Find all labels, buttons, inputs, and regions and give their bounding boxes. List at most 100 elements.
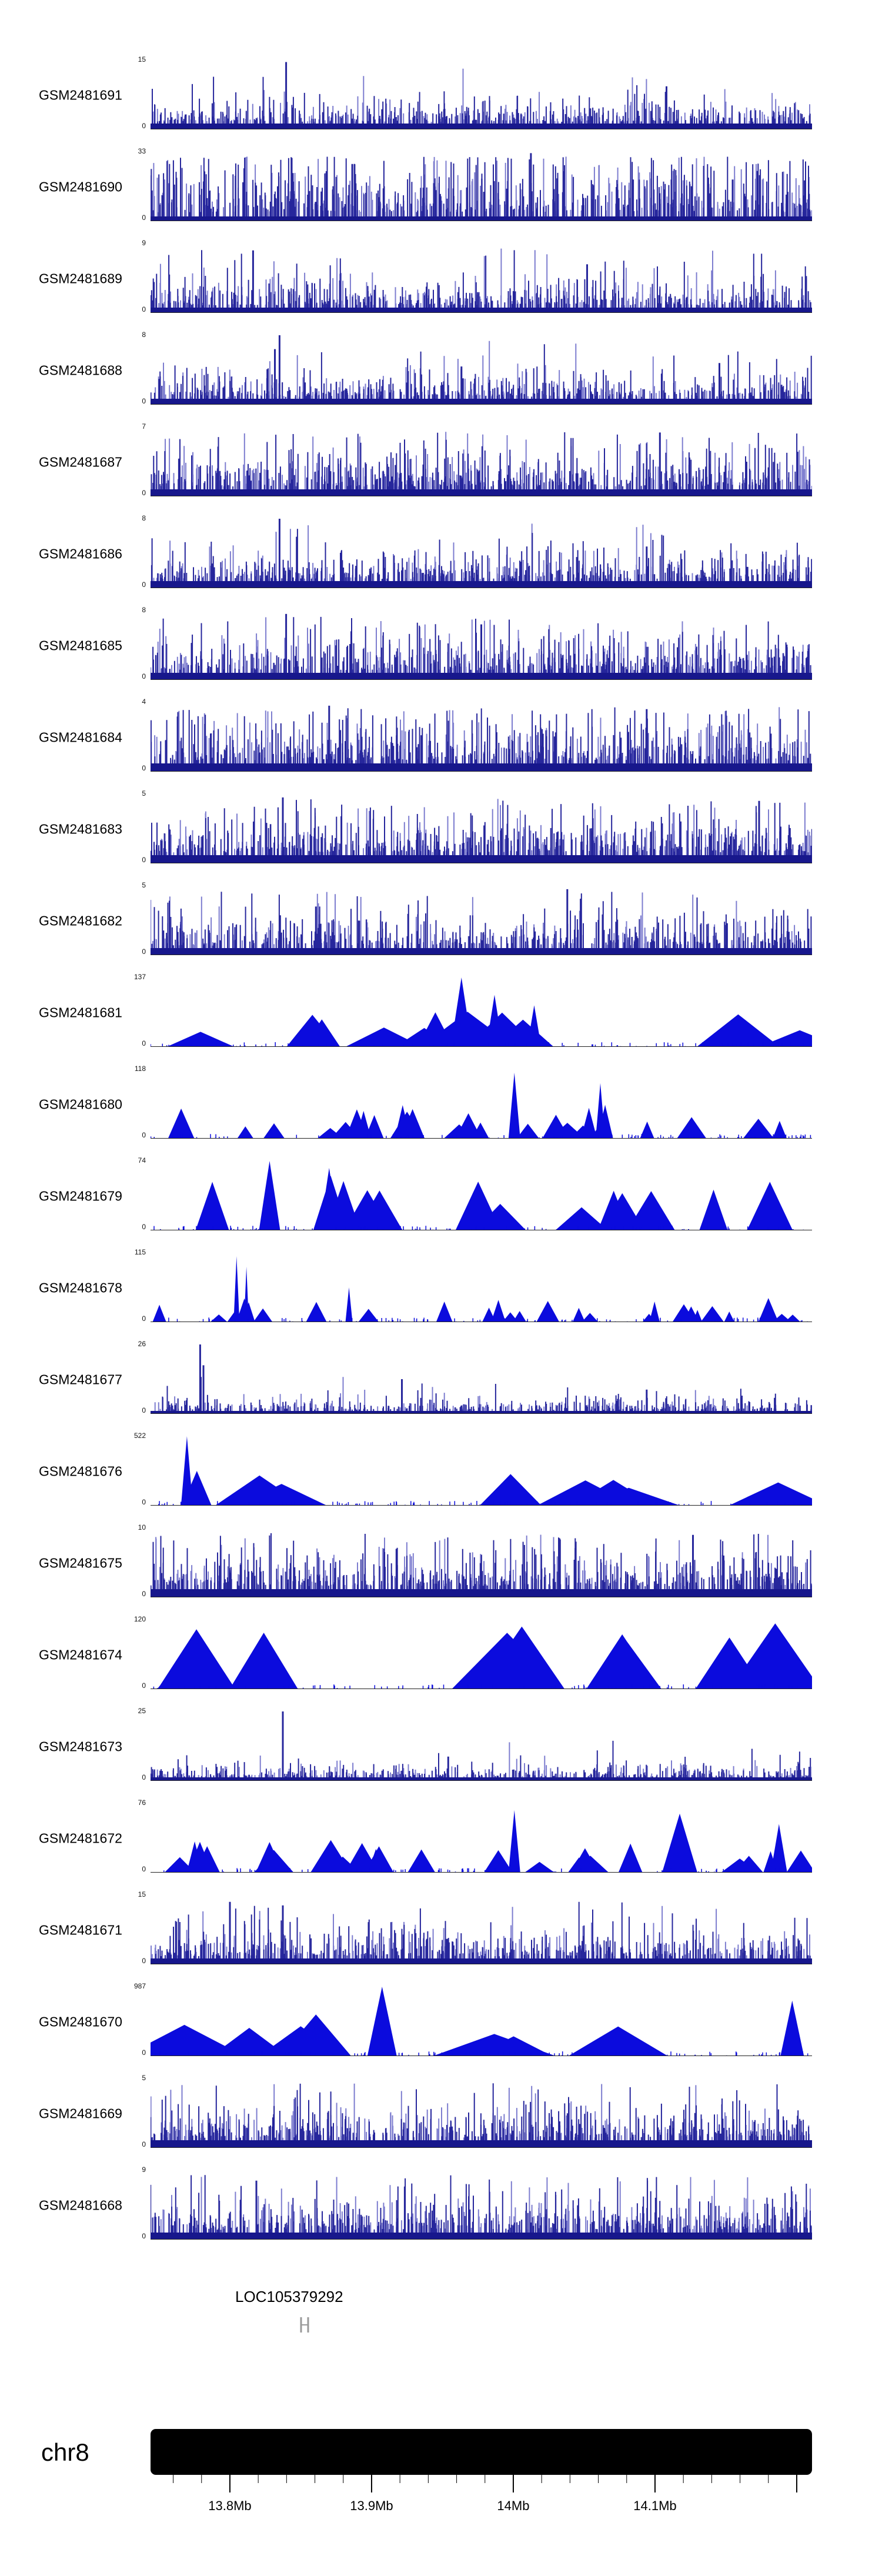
track-signal[interactable] — [151, 794, 812, 863]
track-row: GSM2481685 8 0 — [0, 600, 882, 692]
track-row: GSM2481684 4 0 — [0, 692, 882, 783]
track-signal[interactable] — [151, 1895, 812, 1964]
track-label: GSM2481676 — [39, 1463, 122, 1479]
track-ymax-label: 8 — [142, 606, 146, 614]
track-signal[interactable] — [151, 1711, 812, 1781]
track-row: GSM2481683 5 0 — [0, 783, 882, 875]
track-ymax-label: 15 — [138, 1890, 146, 1898]
track-ymax-label: 7 — [142, 422, 146, 431]
track-ymin-label: 0 — [142, 580, 146, 589]
track-ymin-label: 0 — [142, 1406, 146, 1414]
track-row: GSM2481681 137 0 — [0, 967, 882, 1059]
gene-label: LOC105379292 — [235, 2288, 343, 2305]
track-label: GSM2481669 — [39, 2105, 122, 2121]
track-signal[interactable] — [151, 1069, 812, 1139]
track-ymax-label: 74 — [138, 1156, 146, 1164]
axis-tick-label: 14.1Mb — [633, 2498, 676, 2513]
axis-tick-label: 13.9Mb — [350, 2498, 393, 2513]
track-ymin-label: 0 — [142, 489, 146, 497]
track-ymin-label: 0 — [142, 1681, 146, 1690]
track-signal[interactable] — [151, 977, 812, 1047]
track-label: GSM2481682 — [39, 913, 122, 929]
track-row: GSM2481668 9 0 — [0, 2160, 882, 2251]
track-label: GSM2481680 — [39, 1096, 122, 1112]
track-ymin-label: 0 — [142, 1865, 146, 1873]
track-signal[interactable] — [151, 335, 812, 405]
track-signal[interactable] — [151, 610, 812, 680]
track-signal[interactable] — [151, 152, 812, 221]
track-row: GSM2481690 33 0 — [0, 141, 882, 233]
track-ymin-label: 0 — [142, 947, 146, 956]
track-row: GSM2481689 9 0 — [0, 233, 882, 325]
track-ymin-label: 0 — [142, 213, 146, 222]
track-row: GSM2481679 74 0 — [0, 1150, 882, 1242]
track-row: GSM2481669 5 0 — [0, 2068, 882, 2160]
track-label: GSM2481688 — [39, 362, 122, 378]
track-row: GSM2481673 25 0 — [0, 1701, 882, 1793]
track-label: GSM2481671 — [39, 1922, 122, 1938]
track-ymax-label: 15 — [138, 55, 146, 64]
track-row: GSM2481676 522 0 — [0, 1426, 882, 1517]
track-ymax-label: 118 — [134, 1065, 146, 1073]
track-ymax-label: 8 — [142, 331, 146, 339]
track-row: GSM2481688 8 0 — [0, 325, 882, 416]
track-ymin-label: 0 — [142, 1039, 146, 1047]
track-ymax-label: 987 — [133, 1982, 146, 1990]
chromosome-label: chr8 — [41, 2438, 89, 2466]
track-ymin-label: 0 — [142, 1131, 146, 1139]
track-ymax-label: 26 — [138, 1340, 146, 1348]
track-row: GSM2481675 10 0 — [0, 1517, 882, 1609]
track-ymin-label: 0 — [142, 856, 146, 864]
track-row: GSM2481691 15 0 — [0, 49, 882, 141]
track-row: GSM2481680 118 0 — [0, 1059, 882, 1150]
track-signal[interactable] — [151, 243, 812, 313]
track-ymin-label: 0 — [142, 1223, 146, 1231]
axis-tick-label: 14Mb — [497, 2498, 529, 2513]
track-signal[interactable] — [151, 1528, 812, 1597]
track-ymin-label: 0 — [142, 2232, 146, 2240]
track-signal[interactable] — [151, 60, 812, 129]
track-signal[interactable] — [151, 1987, 812, 2056]
track-ymin-label: 0 — [142, 2140, 146, 2148]
track-signal[interactable] — [151, 702, 812, 772]
track-label: GSM2481672 — [39, 1830, 122, 1846]
track-ymin-label: 0 — [142, 122, 146, 130]
track-ymax-label: 115 — [134, 1248, 146, 1256]
track-label: GSM2481668 — [39, 2197, 122, 2213]
track-signal[interactable] — [151, 1436, 812, 1506]
chromosome-ideogram[interactable] — [151, 2429, 812, 2475]
track-label: GSM2481690 — [39, 179, 122, 195]
track-label: GSM2481678 — [39, 1280, 122, 1296]
track-ymax-label: 8 — [142, 514, 146, 522]
track-signal[interactable] — [151, 1344, 812, 1414]
track-ymin-label: 0 — [142, 397, 146, 405]
track-ymax-label: 10 — [138, 1523, 146, 1531]
track-signal[interactable] — [151, 427, 812, 496]
track-label: GSM2481689 — [39, 271, 122, 286]
track-ymax-label: 522 — [133, 1432, 146, 1440]
track-row: GSM2481671 15 0 — [0, 1884, 882, 1976]
track-row: GSM2481670 987 0 — [0, 1976, 882, 2068]
track-signal[interactable] — [151, 1620, 812, 1689]
track-label: GSM2481685 — [39, 638, 122, 653]
track-label: GSM2481683 — [39, 821, 122, 837]
track-label: GSM2481691 — [39, 87, 122, 103]
track-ymax-label: 137 — [133, 973, 146, 981]
track-signal[interactable] — [151, 2170, 812, 2240]
track-ymax-label: 9 — [142, 2165, 146, 2174]
track-signal[interactable] — [151, 886, 812, 955]
track-signal[interactable] — [151, 1253, 812, 1322]
track-signal[interactable] — [151, 2078, 812, 2148]
track-signal[interactable] — [151, 1161, 812, 1230]
track-ymin-label: 0 — [142, 764, 146, 772]
track-label: GSM2481670 — [39, 2014, 122, 2030]
track-row: GSM2481686 8 0 — [0, 508, 882, 600]
track-ymin-label: 0 — [142, 1590, 146, 1598]
track-ymax-label: 5 — [142, 789, 146, 798]
axis-tick-label: 13.8Mb — [208, 2498, 251, 2513]
track-row: GSM2481678 115 0 — [0, 1242, 882, 1334]
track-signal[interactable] — [151, 1803, 812, 1873]
tracks: GSM2481691 15 0 GSM2481690 33 0 GSM2481689 9 0 GS… — [0, 49, 882, 2251]
track-signal[interactable] — [151, 519, 812, 588]
